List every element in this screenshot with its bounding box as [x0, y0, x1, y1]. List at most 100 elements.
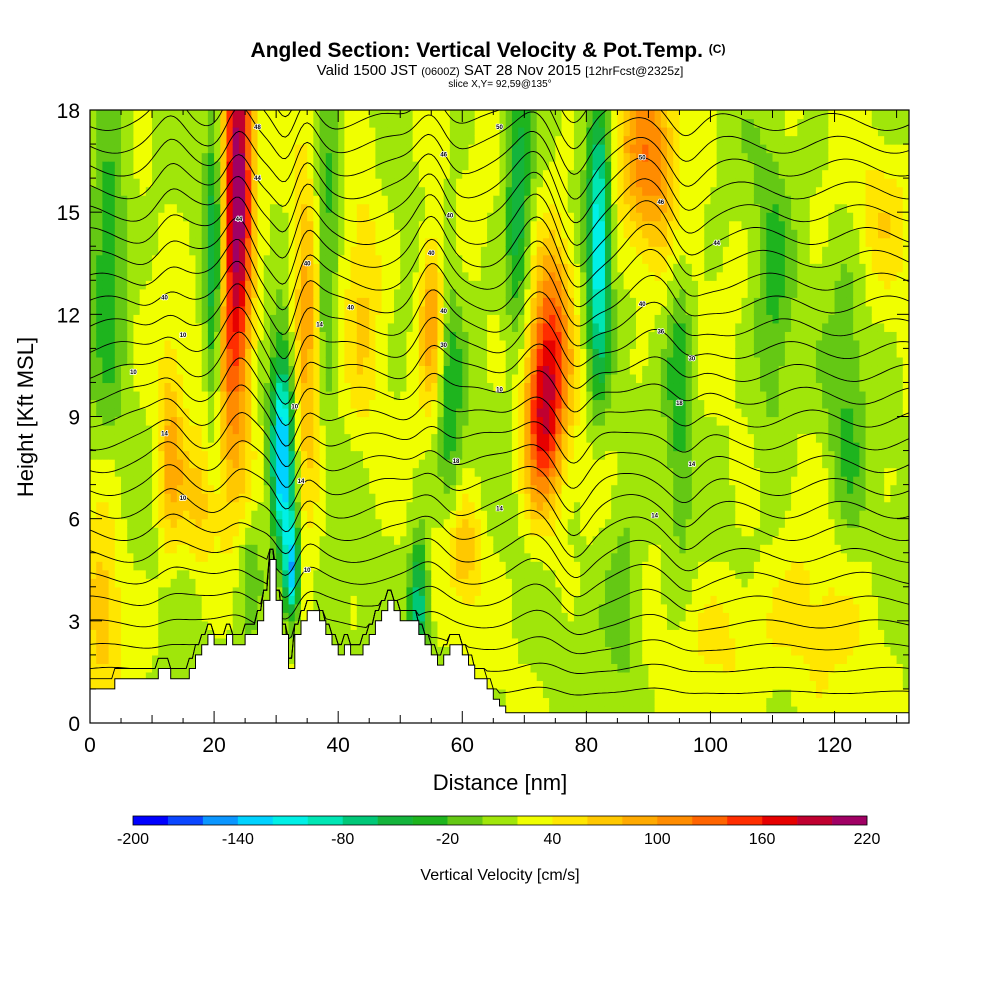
velocity-cell	[164, 518, 172, 528]
velocity-cell	[139, 552, 147, 562]
velocity-cell	[226, 527, 234, 537]
velocity-cell	[183, 280, 190, 290]
velocity-cell	[300, 246, 308, 256]
velocity-cell	[170, 552, 178, 562]
velocity-cell	[406, 135, 414, 145]
velocity-cell	[96, 161, 103, 171]
velocity-cell	[238, 493, 246, 503]
velocity-cell	[121, 288, 128, 298]
velocity-cell	[449, 118, 457, 128]
velocity-cell	[102, 178, 110, 188]
velocity-cell	[300, 382, 308, 392]
velocity-cell	[96, 195, 103, 205]
velocity-cell	[127, 484, 135, 494]
velocity-cell	[319, 195, 327, 205]
velocity-cell	[133, 365, 141, 375]
velocity-cell	[214, 459, 221, 469]
velocity-cell	[288, 433, 296, 443]
velocity-cell	[251, 373, 259, 384]
velocity-cell	[418, 178, 426, 188]
velocity-cell	[276, 484, 283, 494]
velocity-cell	[431, 416, 439, 426]
velocity-cell	[505, 416, 513, 426]
velocity-cell	[505, 476, 513, 486]
velocity-cell	[431, 297, 439, 307]
velocity-cell	[263, 195, 271, 205]
velocity-cell	[449, 399, 457, 409]
velocity-cell	[338, 501, 345, 511]
velocity-cell	[462, 569, 470, 579]
velocity-cell	[511, 561, 519, 571]
velocity-cell	[412, 203, 420, 213]
velocity-cell	[437, 654, 445, 664]
velocity-cell	[176, 595, 184, 605]
velocity-cell	[152, 246, 159, 256]
velocity-cell	[269, 510, 277, 520]
velocity-cell	[313, 501, 321, 511]
velocity-cell	[133, 373, 141, 384]
velocity-cell	[226, 144, 234, 154]
velocity-cell	[245, 186, 252, 196]
velocity-cell	[127, 595, 135, 605]
velocity-cell	[139, 663, 147, 673]
velocity-cell	[369, 178, 376, 188]
velocity-cell	[331, 629, 339, 639]
velocity-cell	[344, 169, 352, 179]
velocity-cell	[443, 544, 451, 554]
velocity-cell	[468, 442, 476, 452]
velocity-cell	[511, 433, 519, 443]
velocity-cell	[319, 476, 327, 486]
velocity-cell	[400, 254, 408, 264]
velocity-cell	[412, 263, 420, 273]
velocity-cell	[505, 425, 513, 435]
velocity-cell	[394, 544, 401, 554]
velocity-cell	[257, 220, 265, 230]
velocity-cell	[338, 390, 345, 401]
velocity-cell	[338, 220, 345, 230]
velocity-cell	[400, 595, 408, 605]
velocity-cell	[127, 612, 135, 622]
velocity-cell	[387, 365, 395, 375]
velocity-cell	[381, 178, 389, 188]
velocity-cell	[325, 152, 333, 162]
velocity-cell	[90, 118, 97, 128]
velocity-cell	[480, 603, 488, 613]
velocity-cell	[145, 663, 153, 673]
velocity-cell	[127, 246, 135, 256]
velocity-cell	[499, 442, 507, 452]
velocity-cell	[344, 493, 352, 503]
velocity-cell	[114, 178, 122, 188]
velocity-cell	[114, 220, 122, 230]
velocity-cell	[133, 620, 141, 630]
velocity-cell	[468, 135, 476, 145]
velocity-cell	[152, 144, 159, 154]
velocity-cell	[319, 212, 327, 222]
velocity-cell	[412, 169, 420, 179]
velocity-cell	[369, 237, 376, 247]
velocity-cell	[158, 620, 166, 630]
velocity-cell	[245, 305, 252, 315]
velocity-cell	[251, 152, 259, 162]
velocity-cell	[158, 212, 166, 222]
velocity-cell	[195, 646, 203, 656]
velocity-cell	[425, 220, 432, 230]
velocity-cell	[437, 603, 445, 613]
velocity-cell	[114, 493, 122, 503]
velocity-cell	[356, 416, 364, 426]
velocity-cell	[207, 263, 215, 273]
velocity-cell	[493, 195, 501, 205]
velocity-cell	[232, 169, 240, 179]
velocity-cell	[300, 442, 308, 452]
velocity-cell	[114, 620, 122, 630]
velocity-cell	[313, 220, 321, 230]
velocity-cell	[114, 118, 122, 128]
velocity-cell	[319, 305, 327, 315]
velocity-cell	[183, 220, 190, 230]
velocity-cell	[263, 510, 271, 520]
velocity-cell	[195, 356, 203, 367]
velocity-cell	[462, 561, 470, 571]
velocity-cell	[90, 561, 97, 571]
velocity-cell	[238, 425, 246, 435]
velocity-cell	[431, 544, 439, 554]
velocity-cell	[257, 339, 265, 349]
